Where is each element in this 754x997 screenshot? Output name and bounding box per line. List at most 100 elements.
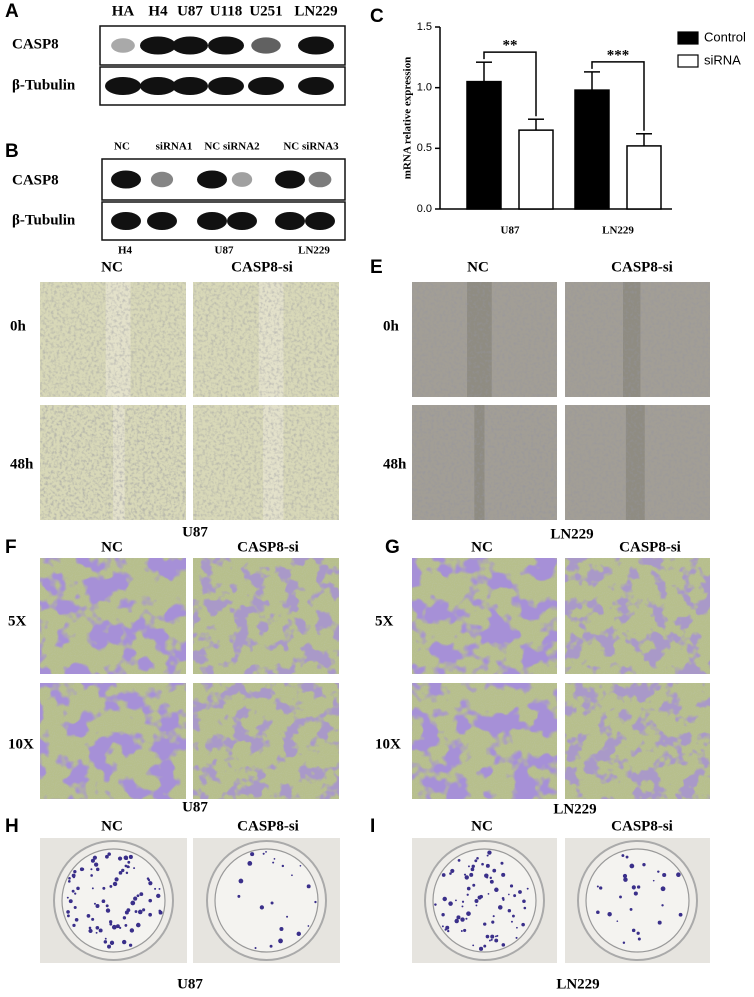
legend-swatch [677, 31, 699, 45]
colony [262, 852, 265, 855]
y-tick-label: 0.0 [417, 203, 432, 215]
plate-inner [432, 848, 537, 953]
column-header: CASP8-si [611, 259, 673, 275]
colony [523, 906, 527, 910]
colony [596, 885, 599, 888]
colony [471, 864, 475, 869]
blot-band [105, 77, 141, 95]
cell-line-label: U87 [182, 524, 208, 540]
colony [486, 854, 489, 857]
stained-cells [412, 683, 557, 799]
colony [98, 928, 103, 933]
colony [115, 924, 120, 929]
colony [472, 944, 475, 947]
colony [127, 865, 130, 869]
colony [72, 923, 76, 927]
colony [484, 873, 489, 878]
row-label: 5X [8, 613, 27, 629]
colony [490, 938, 493, 941]
colony [466, 893, 469, 896]
colony [102, 886, 106, 890]
colony [68, 880, 71, 883]
blot-band [251, 37, 281, 54]
stained-cells [565, 558, 710, 674]
bar [626, 145, 662, 210]
colony [456, 915, 461, 920]
colony [247, 861, 253, 866]
blot-band [147, 212, 177, 230]
y-tick-label: 1.0 [417, 82, 432, 94]
blot-band [150, 171, 174, 188]
colony [107, 944, 111, 949]
colony [678, 912, 683, 917]
colony [122, 916, 127, 920]
colony [636, 885, 641, 889]
colony [479, 946, 484, 951]
colony [469, 872, 474, 877]
cell-texture [412, 405, 557, 520]
blot-band [140, 36, 176, 55]
colony [135, 922, 141, 928]
colony [621, 854, 625, 858]
colony [79, 867, 84, 872]
colony [250, 852, 255, 857]
colony [109, 920, 113, 924]
colony [490, 934, 495, 939]
colony [434, 903, 437, 906]
colony [109, 940, 115, 945]
row-label: 5X [375, 613, 394, 629]
colony [461, 900, 465, 903]
row-label: 0h [383, 318, 400, 334]
colony [487, 850, 492, 855]
colony [513, 894, 517, 898]
colony [510, 920, 513, 923]
colony [518, 890, 522, 894]
colony [72, 875, 76, 879]
cell-texture [412, 282, 557, 397]
colony [485, 934, 490, 939]
legend-label: siRNA [704, 52, 741, 67]
colony [86, 913, 91, 918]
colony [107, 852, 111, 856]
lane-label: NC siRNA3 [283, 141, 339, 153]
panel-letter: F [5, 537, 17, 558]
colony [444, 928, 447, 931]
colony [461, 905, 464, 908]
column-header: NC [471, 539, 493, 555]
colony [464, 875, 469, 880]
colony [463, 928, 467, 932]
column-header: NC [471, 818, 493, 834]
row-label: β-Tubulin [12, 212, 76, 228]
row-label: CASP8 [12, 36, 59, 52]
colony [607, 912, 612, 917]
cell-texture [40, 282, 186, 397]
blot-band [298, 77, 334, 95]
colony [629, 863, 635, 869]
colony [465, 917, 468, 920]
colony [93, 862, 99, 867]
colony [633, 891, 638, 896]
colony [629, 907, 633, 911]
blot-band [197, 212, 227, 230]
colony [148, 898, 153, 903]
blot-band [172, 36, 208, 55]
colony [273, 858, 276, 860]
colony [501, 943, 506, 947]
colony [507, 909, 512, 913]
cell-line-label: LN229 [550, 526, 593, 542]
colony [90, 874, 93, 877]
cell-texture [193, 405, 339, 520]
colony [278, 938, 283, 944]
cell-line-label: U87 [215, 245, 234, 257]
colony [156, 893, 161, 899]
colony [125, 857, 129, 861]
legend-label: Control [704, 29, 746, 44]
column-header: NC [101, 818, 123, 834]
colony [270, 901, 274, 905]
colony [488, 939, 491, 942]
colony [254, 947, 257, 950]
colony [441, 873, 446, 877]
colony [269, 944, 273, 948]
cell-line-label: LN229 [553, 801, 596, 817]
stained-cells [193, 558, 339, 674]
